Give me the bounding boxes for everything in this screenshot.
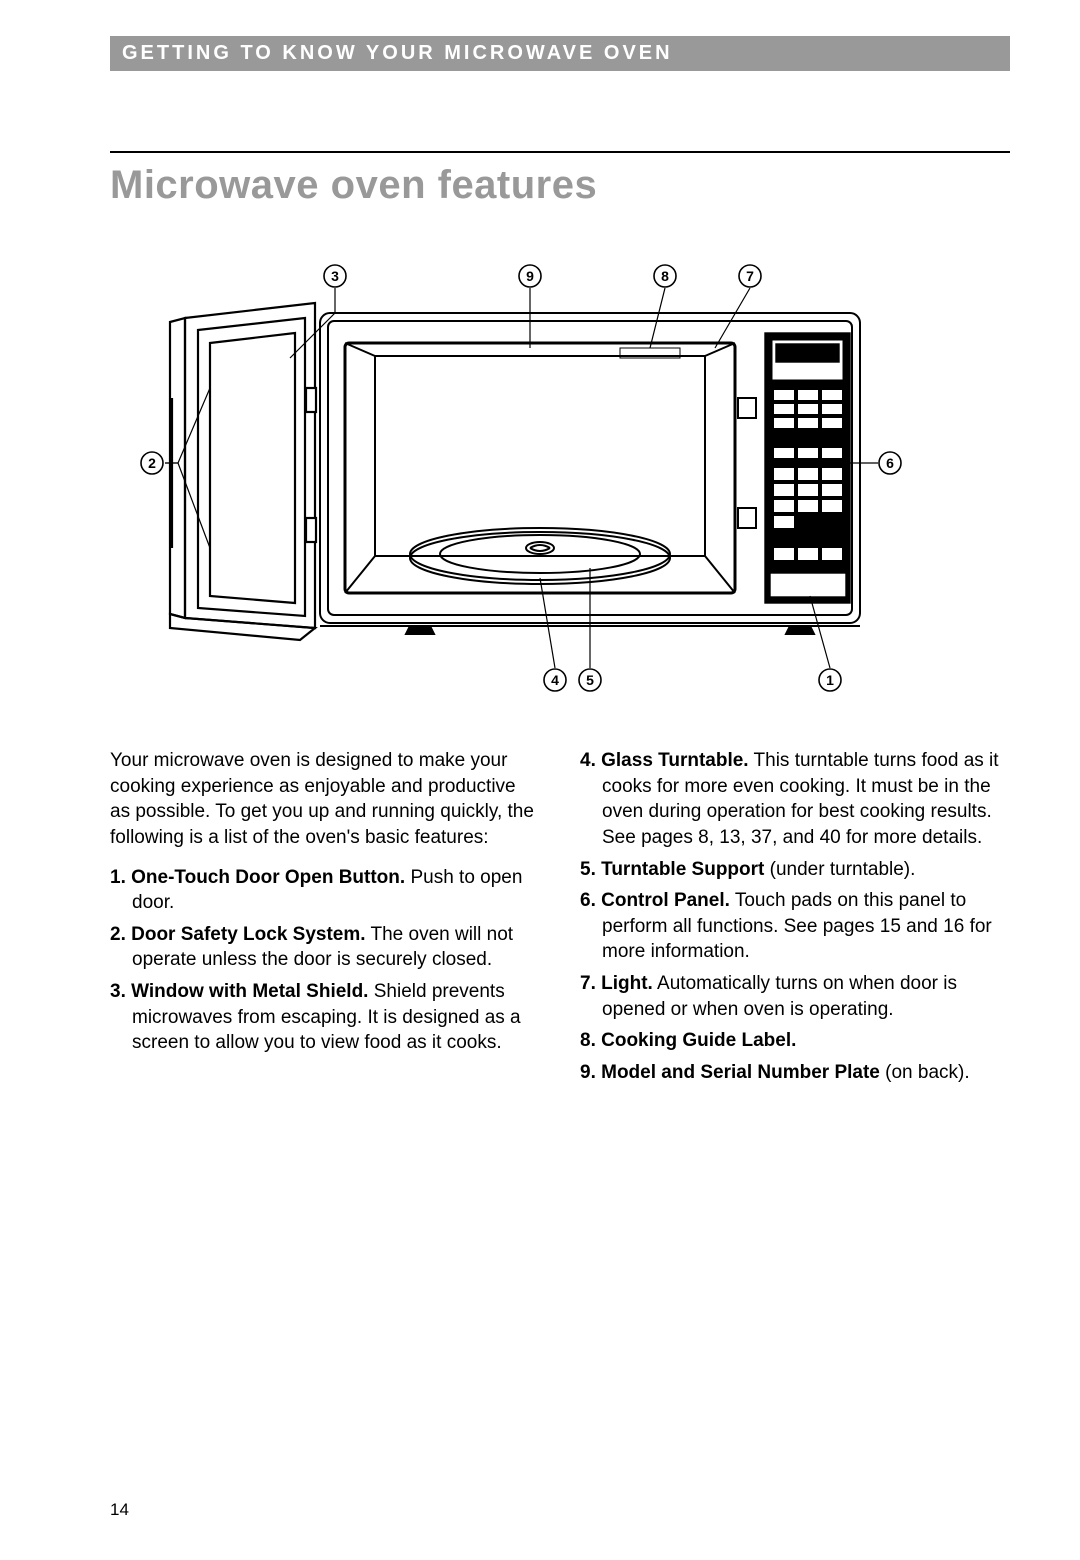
feature-item: 5. Turntable Support (under turntable). (580, 857, 1010, 883)
svg-text:6: 6 (886, 455, 894, 471)
feature-item: 2. Door Safety Lock System. The oven wil… (110, 922, 540, 973)
svg-text:4: 4 (551, 672, 559, 688)
feature-item: 8. Cooking Guide Label. (580, 1028, 1010, 1054)
feature-item: 1. One-Touch Door Open Button. Push to o… (110, 865, 540, 916)
svg-text:1: 1 (826, 672, 834, 688)
feature-item: 6. Control Panel. Touch pads on this pan… (580, 888, 1010, 965)
right-column: 4. Glass Turntable. This turntable turns… (580, 748, 1010, 1092)
feature-item: 3. Window with Metal Shield. Shield prev… (110, 979, 540, 1056)
intro-paragraph: Your microwave oven is designed to make … (110, 748, 540, 851)
left-column: Your microwave oven is designed to make … (110, 748, 540, 1092)
svg-text:3: 3 (331, 268, 339, 284)
content-columns: Your microwave oven is designed to make … (110, 748, 1010, 1092)
section-header-bar: GETTING TO KNOW YOUR MICROWAVE OVEN (110, 36, 1010, 71)
feature-item: 7. Light. Automatically turns on when do… (580, 971, 1010, 1022)
svg-text:2: 2 (148, 455, 156, 471)
page-number: 14 (110, 1500, 129, 1520)
svg-text:9: 9 (526, 268, 534, 284)
svg-text:5: 5 (586, 672, 594, 688)
page-title: Microwave oven features (110, 163, 1010, 208)
feature-list-right: 4. Glass Turntable. This turntable turns… (580, 748, 1010, 1086)
svg-text:7: 7 (746, 268, 754, 284)
feature-item: 9. Model and Serial Number Plate (on bac… (580, 1060, 1010, 1086)
svg-text:8: 8 (661, 268, 669, 284)
feature-item: 4. Glass Turntable. This turntable turns… (580, 748, 1010, 851)
microwave-diagram: 3 9 8 7 2 6 4 5 1 (110, 248, 930, 708)
feature-list-left: 1. One-Touch Door Open Button. Push to o… (110, 865, 540, 1056)
title-rule (110, 151, 1010, 153)
